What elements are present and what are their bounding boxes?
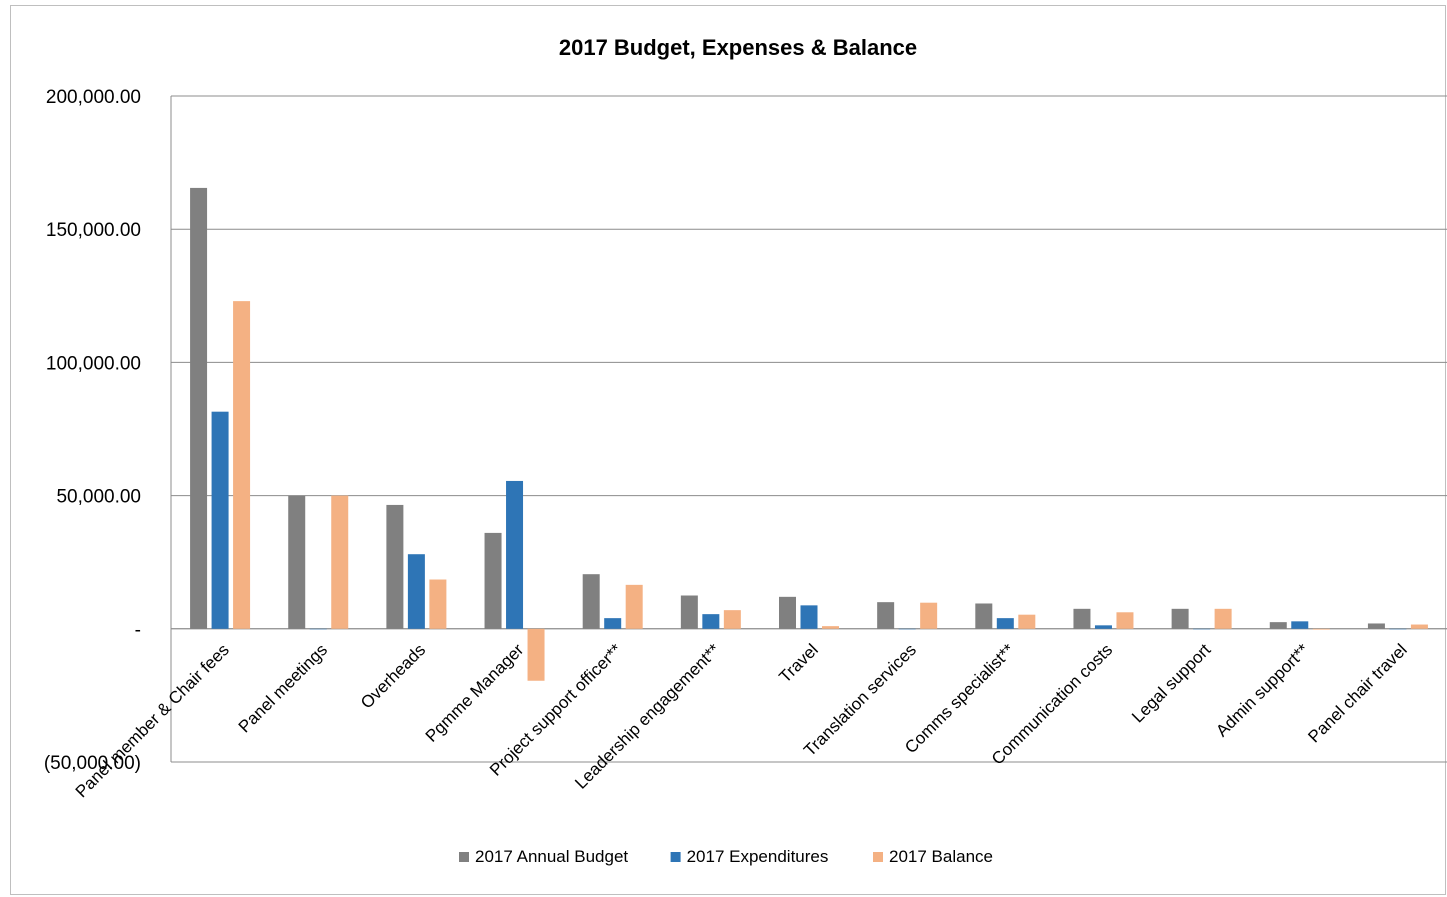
bar-2 bbox=[309, 628, 327, 630]
bars bbox=[190, 187, 1428, 681]
legend-label: 2017 Annual Budget bbox=[475, 847, 628, 866]
legend-swatch bbox=[459, 852, 469, 862]
bar-1 bbox=[190, 187, 208, 629]
bar-3 bbox=[429, 579, 447, 629]
legend-label: 2017 Expenditures bbox=[687, 847, 829, 866]
chart-frame: 2017 Budget, Expenses & Balance 200,000.… bbox=[10, 5, 1447, 895]
bar-1 bbox=[975, 603, 993, 629]
bar-3 bbox=[920, 602, 938, 629]
x-category-label: Comms specialist** bbox=[901, 640, 1018, 757]
x-category-label: Pgmme Manager bbox=[422, 640, 528, 746]
y-tick-labels: 200,000.00 150,000.00 100,000.00 50,000.00 -… bbox=[44, 87, 141, 774]
bar-1 bbox=[680, 595, 698, 629]
bar-3 bbox=[625, 584, 643, 629]
x-category-labels: Panel member & Chair fees Panel meetings O… bbox=[72, 640, 1411, 801]
bar-3 bbox=[1018, 614, 1036, 629]
bar-2 bbox=[702, 614, 720, 629]
x-category-label: Travel bbox=[775, 640, 821, 686]
bar-2 bbox=[996, 618, 1014, 629]
x-category-label: Panel member & Chair fees bbox=[72, 640, 233, 801]
bar-3 bbox=[822, 626, 839, 629]
bar-1 bbox=[484, 532, 502, 629]
bar-2 bbox=[211, 411, 229, 629]
chart-svg: 2017 Budget, Expenses & Balance 200,000.… bbox=[44, 35, 1447, 866]
bar-3 bbox=[1116, 612, 1134, 629]
bar-2 bbox=[1094, 625, 1112, 629]
bar-3 bbox=[1214, 608, 1232, 629]
legend-swatch bbox=[670, 852, 681, 862]
x-category-label: Legal support bbox=[1128, 640, 1214, 726]
x-category-label: Admin support** bbox=[1212, 640, 1313, 741]
bar-2 bbox=[407, 554, 425, 629]
legend-label: 2017 Balance bbox=[889, 847, 993, 866]
bar-1 bbox=[1073, 608, 1091, 629]
legend-swatch bbox=[873, 852, 883, 862]
bar-1 bbox=[1367, 623, 1385, 629]
bar-2 bbox=[800, 605, 818, 629]
y-tick-label: 100,000.00 bbox=[46, 353, 141, 374]
bar-3 bbox=[1312, 628, 1330, 630]
y-tick-label: (50,000.00) bbox=[44, 753, 141, 774]
bar-3 bbox=[233, 301, 251, 629]
x-category-label: Panel chair travel bbox=[1304, 640, 1410, 746]
bar-1 bbox=[877, 602, 895, 629]
bar-3 bbox=[723, 610, 741, 629]
bar-1 bbox=[1269, 622, 1287, 629]
bar-2 bbox=[898, 628, 916, 630]
bar-1 bbox=[779, 596, 796, 629]
bar-2 bbox=[1389, 628, 1407, 630]
bar-1 bbox=[582, 574, 600, 629]
legend: 2017 Annual Budget 2017 Expenditures 2017 … bbox=[459, 847, 993, 866]
bar-2 bbox=[1193, 628, 1211, 630]
y-tick-label: - bbox=[135, 620, 141, 641]
x-category-label: Panel meetings bbox=[235, 640, 331, 736]
y-tick-label: 50,000.00 bbox=[56, 487, 141, 508]
chart-title: 2017 Budget, Expenses & Balance bbox=[559, 35, 917, 60]
y-tick-label: 150,000.00 bbox=[46, 220, 141, 241]
bar-2 bbox=[506, 480, 524, 629]
y-tick-label: 200,000.00 bbox=[46, 87, 141, 108]
bar-2 bbox=[1291, 621, 1309, 629]
bar-3 bbox=[1410, 624, 1428, 629]
bar-1 bbox=[1171, 608, 1189, 629]
bar-2 bbox=[604, 618, 622, 629]
bar-3 bbox=[527, 628, 545, 681]
bar-1 bbox=[386, 504, 404, 629]
bar-3 bbox=[331, 495, 349, 629]
x-category-label: Overheads bbox=[357, 640, 429, 712]
bar-1 bbox=[288, 495, 306, 629]
